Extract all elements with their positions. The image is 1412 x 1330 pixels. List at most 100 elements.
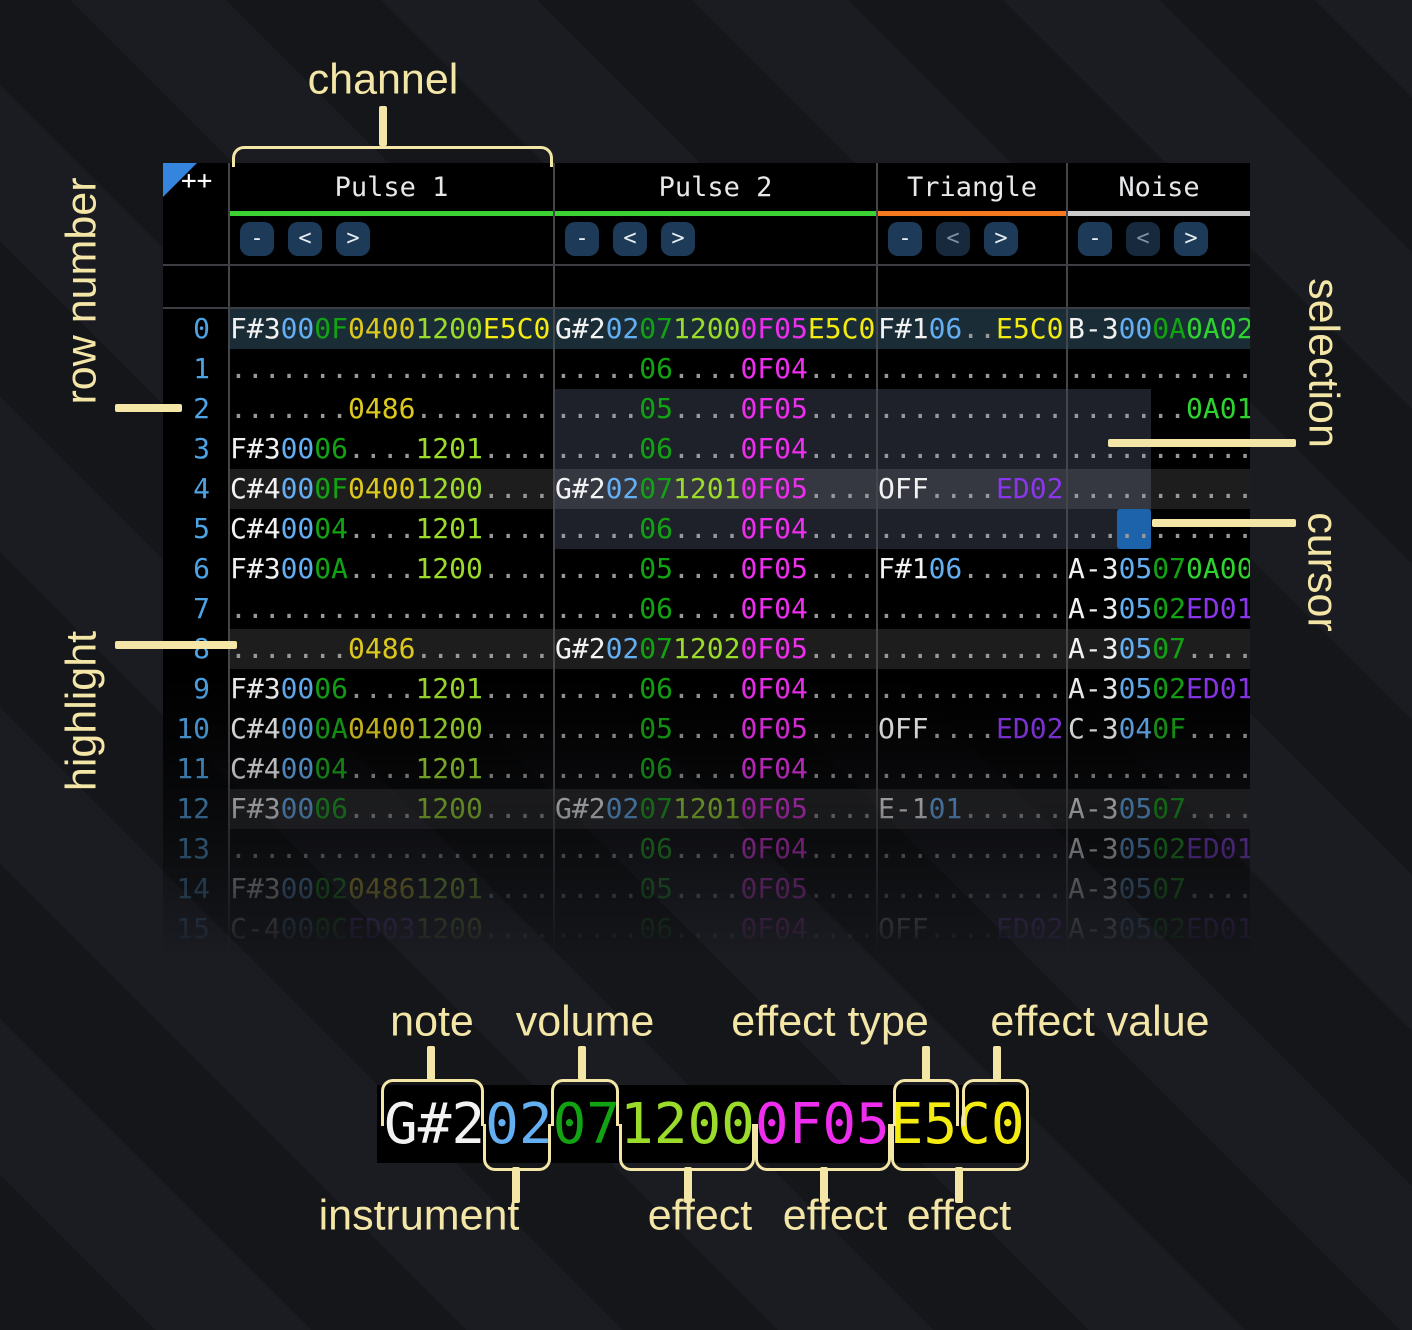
pattern-cell-p1-row4[interactable]: C#4000F04001200.... bbox=[230, 469, 553, 509]
move-left-button[interactable]: < bbox=[936, 222, 970, 256]
field-note: G#2 bbox=[384, 1092, 486, 1157]
move-right-button[interactable]: > bbox=[661, 222, 695, 256]
field-note: G#2 bbox=[555, 312, 606, 345]
pattern-cell-tri-row13[interactable]: ........... bbox=[878, 829, 1066, 869]
pattern-cell-p1-row3[interactable]: F#30006....1201.... bbox=[230, 429, 553, 469]
mute-button[interactable]: - bbox=[565, 222, 599, 256]
pattern-cell-p1-row10[interactable]: C#4000A04001200.... bbox=[230, 709, 553, 749]
pattern-cell-noise-row6[interactable]: A-305070A00 bbox=[1068, 549, 1250, 589]
move-right-button[interactable]: > bbox=[336, 222, 370, 256]
legend-tick-effect-type bbox=[922, 1046, 930, 1080]
pattern-cell-p1-row2[interactable]: .......0486........ bbox=[230, 389, 553, 429]
pattern-cell-p2-row15[interactable]: .....06....0F04.... bbox=[555, 909, 876, 949]
pattern-cell-p2-row2[interactable]: .....05....0F05.... bbox=[555, 389, 876, 429]
pattern-row-4: 4 C#4000F04001200.... G#2020712010F05.... O… bbox=[163, 469, 1250, 509]
pattern-cell-tri-row11[interactable]: ........... bbox=[878, 749, 1066, 789]
pattern-cell-p2-row9[interactable]: .....06....0F04.... bbox=[555, 669, 876, 709]
pattern-cell-noise-row15[interactable]: A-30502ED01 bbox=[1068, 909, 1250, 949]
pattern-cell-p1-row7[interactable]: ................... bbox=[230, 589, 553, 629]
field-note: F#3 bbox=[230, 792, 281, 825]
pattern-cell-tri-row15[interactable]: OFF....ED02 bbox=[878, 909, 1066, 949]
pattern-cell-p1-row0[interactable]: F#3000F04001200E5C0 bbox=[230, 309, 553, 349]
pattern-cell-p2-row3[interactable]: .....06....0F04.... bbox=[555, 429, 876, 469]
move-right-button[interactable]: > bbox=[1174, 222, 1208, 256]
pattern-cell-p1-row5[interactable]: C#40004....1201.... bbox=[230, 509, 553, 549]
pattern-cell-noise-row11[interactable]: ........... bbox=[1068, 749, 1250, 789]
pattern-cell-noise-row13[interactable]: A-30502ED01 bbox=[1068, 829, 1250, 869]
expand-effects-button[interactable]: ++ bbox=[181, 166, 213, 196]
pattern-cell-p2-row4[interactable]: G#2020712010F05.... bbox=[555, 469, 876, 509]
pattern-cell-noise-row9[interactable]: A-30502ED01 bbox=[1068, 669, 1250, 709]
field-note: E-1 bbox=[878, 792, 929, 825]
field-dots: .... bbox=[807, 512, 876, 545]
pattern-cell-p1-row12[interactable]: F#30006....1200.... bbox=[230, 789, 553, 829]
pattern-cell-tri-row14[interactable]: ........... bbox=[878, 869, 1066, 909]
field-vol: 07 bbox=[1152, 872, 1187, 905]
field-note: A-3 bbox=[1068, 672, 1119, 705]
pattern-cell-p1-row6[interactable]: F#3000A....1200.... bbox=[230, 549, 553, 589]
pattern-cell-tri-row3[interactable]: ........... bbox=[878, 429, 1066, 469]
pattern-cell-p1-row11[interactable]: C#40004....1201.... bbox=[230, 749, 553, 789]
pattern-cell-tri-row8[interactable]: ........... bbox=[878, 629, 1066, 669]
pattern-cell-tri-row4[interactable]: OFF....ED02 bbox=[878, 469, 1066, 509]
move-left-button[interactable]: < bbox=[613, 222, 647, 256]
field-fx-yellow: 0400 bbox=[348, 472, 416, 505]
pattern-cell-tri-row5[interactable]: ........... bbox=[878, 509, 1066, 549]
pattern-cell-p2-row7[interactable]: .....06....0F04.... bbox=[555, 589, 876, 629]
field-dots: .... bbox=[482, 792, 551, 825]
pattern-cell-noise-row14[interactable]: A-30507.... bbox=[1068, 869, 1250, 909]
pattern-cell-p2-row11[interactable]: .....06....0F04.... bbox=[555, 749, 876, 789]
pattern-cell-noise-row12[interactable]: A-30507.... bbox=[1068, 789, 1250, 829]
pattern-cell-p1-row9[interactable]: F#30006....1201.... bbox=[230, 669, 553, 709]
pattern-cell-noise-row8[interactable]: A-30507.... bbox=[1068, 629, 1250, 669]
pattern-cell-p2-row14[interactable]: .....05....0F05.... bbox=[555, 869, 876, 909]
field-dots: ..... bbox=[555, 392, 640, 425]
channel-name-pulse-2[interactable]: Pulse 2 bbox=[658, 172, 773, 203]
pattern-cell-p1-row15[interactable]: C-4000CED031200.... bbox=[230, 909, 553, 949]
channel-name-triangle[interactable]: Triangle bbox=[906, 172, 1038, 203]
pattern-editor: ++ Pulse 1- < > Pulse 2- < > Triangle - < > Noise -… bbox=[163, 163, 1250, 955]
pattern-cell-tri-row6[interactable]: F#106...... bbox=[878, 549, 1066, 589]
pattern-cell-p2-row10[interactable]: .....05....0F05.... bbox=[555, 709, 876, 749]
pattern-cell-p2-row5[interactable]: .....06....0F04.... bbox=[555, 509, 876, 549]
pattern-cell-tri-row2[interactable]: ........... bbox=[878, 389, 1066, 429]
pattern-cell-p2-row6[interactable]: .....05....0F05.... bbox=[555, 549, 876, 589]
pattern-cell-tri-row0[interactable]: F#106..E5C0 bbox=[878, 309, 1066, 349]
pattern-cell-p1-row14[interactable]: F#3000204861201.... bbox=[230, 869, 553, 909]
move-right-button[interactable]: > bbox=[984, 222, 1018, 256]
pattern-cell-p2-row13[interactable]: .....06....0F04.... bbox=[555, 829, 876, 869]
move-left-button[interactable]: < bbox=[288, 222, 322, 256]
pattern-cell-tri-row10[interactable]: OFF....ED02 bbox=[878, 709, 1066, 749]
pattern-cell-p2-row0[interactable]: G#2020712000F05E5C0 bbox=[555, 309, 876, 349]
pattern-cell-noise-row5[interactable]: ........... bbox=[1068, 509, 1250, 549]
pattern-cell-p1-row8[interactable]: .......0486........ bbox=[230, 629, 553, 669]
mute-button[interactable]: - bbox=[240, 222, 274, 256]
field-vol: 0A bbox=[314, 712, 349, 745]
field-note: C#4 bbox=[230, 712, 281, 745]
pattern-cell-noise-row3[interactable]: ........... bbox=[1068, 429, 1250, 469]
field-fx-lime: 1201 bbox=[673, 792, 741, 825]
annotation-selection: selection bbox=[1299, 278, 1348, 448]
mute-button[interactable]: - bbox=[1078, 222, 1112, 256]
pattern-cell-tri-row9[interactable]: ........... bbox=[878, 669, 1066, 709]
move-left-button[interactable]: < bbox=[1126, 222, 1160, 256]
pattern-cell-p2-row12[interactable]: G#2020712010F05.... bbox=[555, 789, 876, 829]
field-note: G#2 bbox=[555, 472, 606, 505]
pattern-cell-tri-row1[interactable]: ........... bbox=[878, 349, 1066, 389]
pattern-cell-noise-row2[interactable]: .......0A01 bbox=[1068, 389, 1250, 429]
pattern-cell-p1-row1[interactable]: ................... bbox=[230, 349, 553, 389]
pattern-cell-noise-row1[interactable]: ........... bbox=[1068, 349, 1250, 389]
channel-name-noise[interactable]: Noise bbox=[1118, 172, 1200, 203]
pattern-cell-p1-row13[interactable]: ................... bbox=[230, 829, 553, 869]
pattern-cell-noise-row4[interactable]: ........... bbox=[1068, 469, 1250, 509]
pattern-cell-noise-row10[interactable]: C-3040F.... bbox=[1068, 709, 1250, 749]
pattern-cell-tri-row7[interactable]: ........... bbox=[878, 589, 1066, 629]
pattern-cell-p2-row8[interactable]: G#2020712020F05.... bbox=[555, 629, 876, 669]
pattern-cell-p2-row1[interactable]: .....06....0F04.... bbox=[555, 349, 876, 389]
channel-name-pulse-1[interactable]: Pulse 1 bbox=[334, 172, 449, 203]
field-vol: 05 bbox=[639, 712, 674, 745]
pattern-cell-noise-row0[interactable]: B-3000A0A02 bbox=[1068, 309, 1250, 349]
pattern-cell-tri-row12[interactable]: E-101...... bbox=[878, 789, 1066, 829]
pattern-cell-noise-row7[interactable]: A-30502ED01 bbox=[1068, 589, 1250, 629]
mute-button[interactable]: - bbox=[888, 222, 922, 256]
